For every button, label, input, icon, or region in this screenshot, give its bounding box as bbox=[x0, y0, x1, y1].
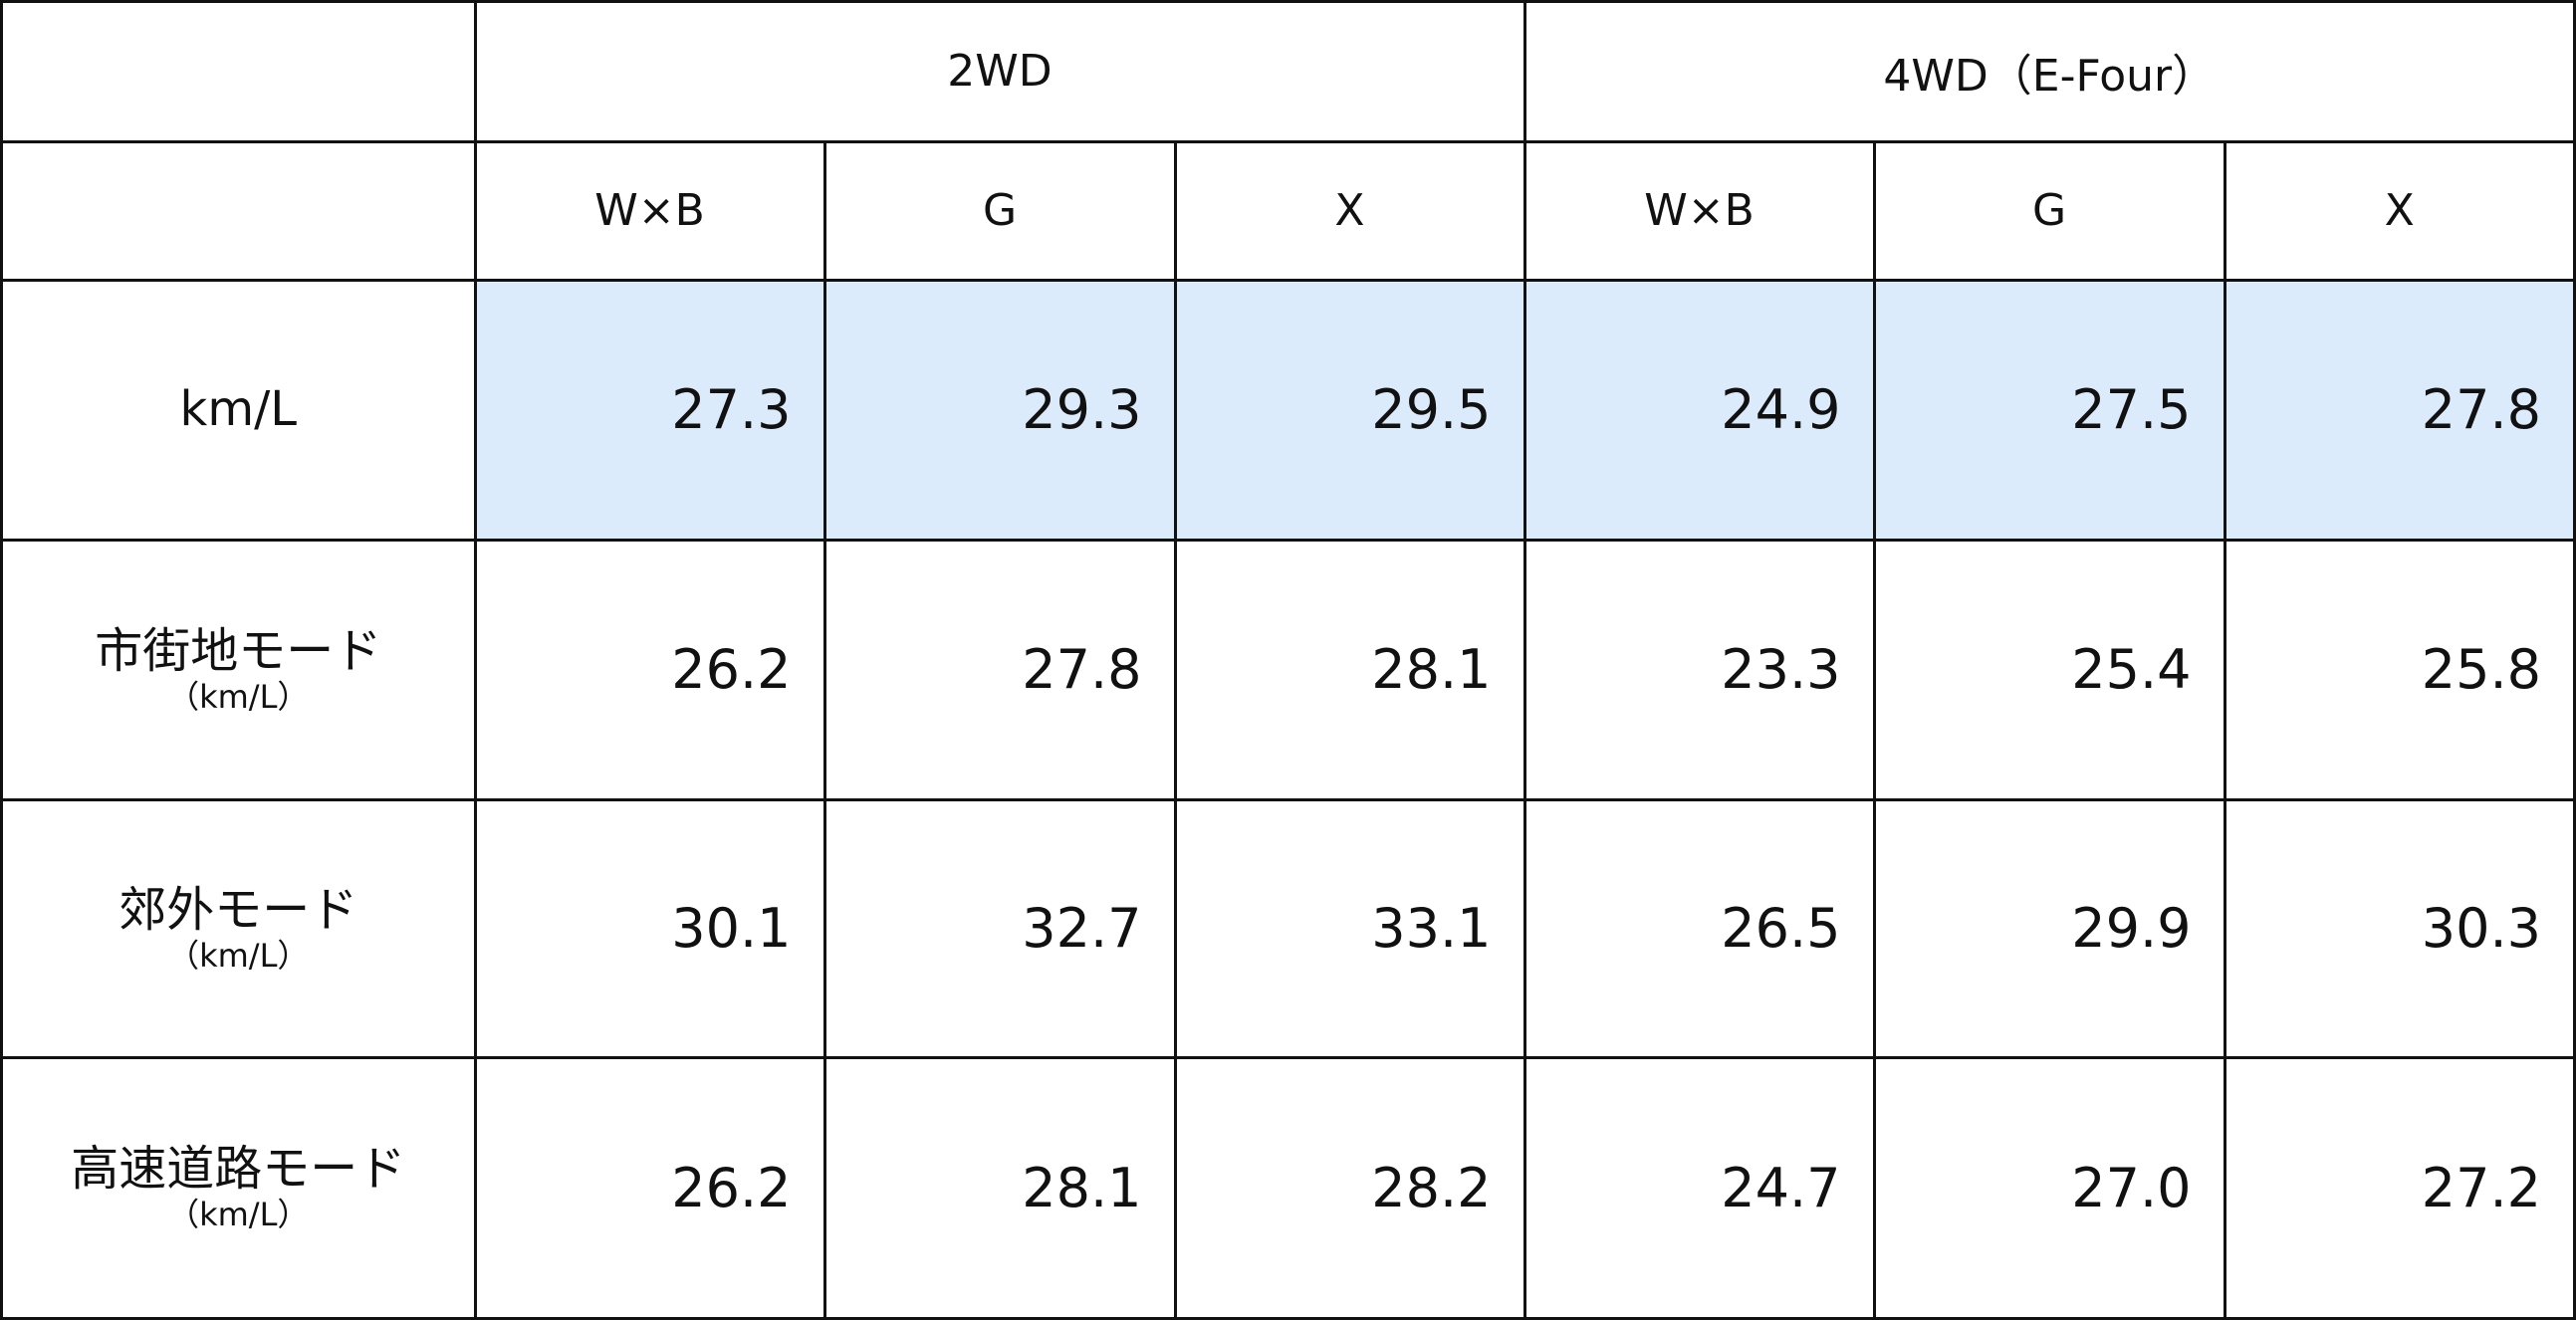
value-text: 25.8 bbox=[2421, 638, 2541, 701]
sub-header-text: X bbox=[2384, 185, 2415, 236]
value-cell: 29.3 bbox=[822, 278, 1177, 542]
value-cell: 27.2 bbox=[2223, 1055, 2576, 1320]
sub-header-text: W×B bbox=[1644, 185, 1755, 236]
corner-cell bbox=[0, 0, 477, 143]
value-cell: 24.9 bbox=[1522, 278, 1876, 542]
value-cell: 33.1 bbox=[1173, 797, 1526, 1059]
sub-header-text: W×B bbox=[594, 185, 705, 236]
group-header: 4WD（E-Four） bbox=[1522, 0, 2576, 143]
value-text: 27.8 bbox=[1022, 638, 1142, 701]
value-cell: 28.2 bbox=[1173, 1055, 1526, 1320]
value-cell: 32.7 bbox=[822, 797, 1177, 1059]
row-label-text: km/L bbox=[179, 380, 297, 437]
sub-header-text: G bbox=[982, 185, 1018, 236]
value-text: 26.5 bbox=[1721, 897, 1841, 960]
sub-header: G bbox=[822, 139, 1177, 282]
value-text: 27.3 bbox=[671, 378, 792, 441]
row-label-text: 高速道路モード bbox=[71, 1141, 406, 1198]
group-header-text: 4WD（E-Four） bbox=[1883, 50, 2217, 102]
value-text: 27.8 bbox=[2421, 378, 2541, 441]
value-cell: 26.2 bbox=[473, 538, 826, 801]
value-text: 28.1 bbox=[1022, 1156, 1142, 1219]
value-cell: 27.5 bbox=[1872, 278, 2226, 542]
value-text: 26.2 bbox=[671, 1156, 792, 1219]
value-text: 26.2 bbox=[671, 638, 792, 701]
value-text: 29.5 bbox=[1371, 378, 1492, 441]
value-cell: 25.8 bbox=[2223, 538, 2576, 801]
sub-header: X bbox=[2223, 139, 2576, 282]
value-cell: 28.1 bbox=[822, 1055, 1177, 1320]
row-label-text: 市街地モード bbox=[95, 622, 382, 679]
value-text: 33.1 bbox=[1371, 897, 1492, 960]
sub-header-text: G bbox=[2031, 185, 2067, 236]
value-cell: 27.8 bbox=[2223, 278, 2576, 542]
sub-header-text: X bbox=[1334, 185, 1365, 236]
value-cell: 23.3 bbox=[1522, 538, 1876, 801]
value-text: 27.0 bbox=[2071, 1156, 2192, 1219]
value-cell: 28.1 bbox=[1173, 538, 1526, 801]
value-text: 30.3 bbox=[2421, 897, 2541, 960]
row-label: km/L bbox=[0, 278, 477, 542]
row-label: 郊外モード （km/L） bbox=[0, 797, 477, 1059]
group-header-text: 2WD bbox=[947, 46, 1053, 98]
value-cell: 27.8 bbox=[822, 538, 1177, 801]
corner-cell bbox=[0, 139, 477, 282]
value-text: 25.4 bbox=[2071, 638, 2192, 701]
value-cell: 26.2 bbox=[473, 1055, 826, 1320]
sub-header: W×B bbox=[1522, 139, 1876, 282]
value-cell: 27.0 bbox=[1872, 1055, 2226, 1320]
value-cell: 29.9 bbox=[1872, 797, 2226, 1059]
value-text: 30.1 bbox=[671, 897, 792, 960]
sub-header: W×B bbox=[473, 139, 826, 282]
value-text: 24.9 bbox=[1721, 378, 1841, 441]
value-cell: 27.3 bbox=[473, 278, 826, 542]
row-label: 高速道路モード （km/L） bbox=[0, 1055, 477, 1320]
value-cell: 25.4 bbox=[1872, 538, 2226, 801]
value-cell: 26.5 bbox=[1522, 797, 1876, 1059]
value-cell: 30.3 bbox=[2223, 797, 2576, 1059]
row-label: 市街地モード （km/L） bbox=[0, 538, 477, 801]
row-label-text: 郊外モード bbox=[118, 881, 358, 938]
value-text: 29.3 bbox=[1022, 378, 1142, 441]
sub-header: X bbox=[1173, 139, 1526, 282]
value-text: 29.9 bbox=[2071, 897, 2192, 960]
value-cell: 29.5 bbox=[1173, 278, 1526, 542]
value-text: 32.7 bbox=[1022, 897, 1142, 960]
row-unit: （km/L） bbox=[167, 1196, 310, 1234]
group-header: 2WD bbox=[473, 0, 1526, 143]
row-unit: （km/L） bbox=[167, 677, 310, 716]
value-cell: 24.7 bbox=[1522, 1055, 1876, 1320]
value-text: 23.3 bbox=[1721, 638, 1841, 701]
value-text: 24.7 bbox=[1721, 1156, 1841, 1219]
value-text: 27.5 bbox=[2071, 378, 2192, 441]
row-unit: （km/L） bbox=[167, 936, 310, 975]
sub-header: G bbox=[1872, 139, 2226, 282]
value-text: 28.2 bbox=[1371, 1156, 1492, 1219]
value-text: 28.1 bbox=[1371, 638, 1492, 701]
value-text: 27.2 bbox=[2421, 1156, 2541, 1219]
value-cell: 30.1 bbox=[473, 797, 826, 1059]
